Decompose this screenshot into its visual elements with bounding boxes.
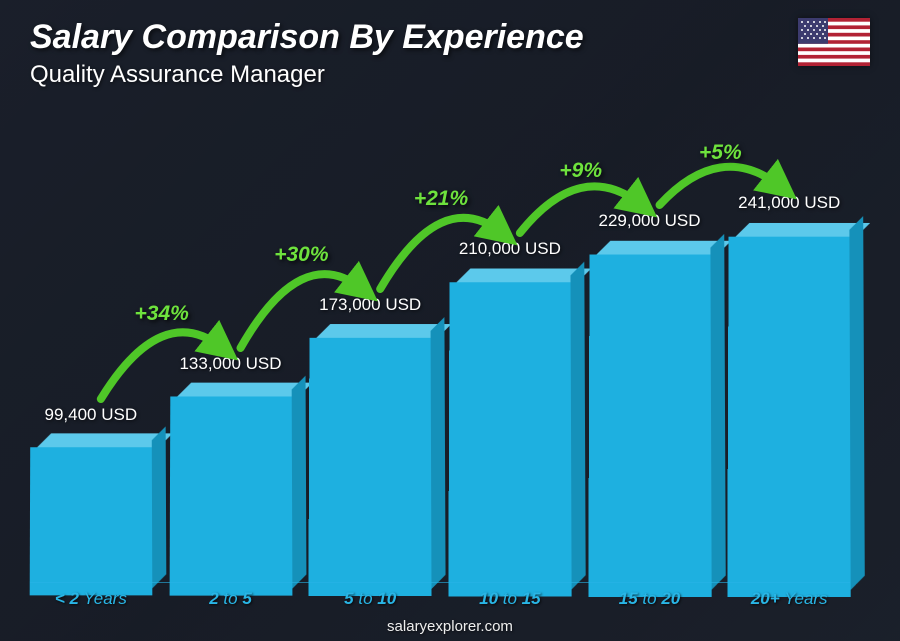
page-subtitle: Quality Assurance Manager — [30, 61, 870, 89]
increase-arc-label: +34% — [135, 302, 189, 326]
bar — [169, 383, 291, 582]
bar — [309, 324, 432, 582]
bar-slot: 173,000 USD — [309, 295, 431, 581]
page-title: Salary Comparison By Experience — [30, 18, 870, 57]
footer-text: salaryexplorer.com — [387, 618, 513, 635]
xaxis: < 2 Years 2 to 5 5 to 10 10 to 15 15 to 20 20… — [30, 582, 850, 609]
bar-value-label: 99,400 USD — [45, 405, 138, 425]
bar — [30, 433, 152, 581]
bar — [728, 223, 851, 583]
bar-value-label: 133,000 USD — [179, 354, 281, 374]
footer-attribution: salaryexplorer.com — [0, 618, 900, 635]
bar-slot: 241,000 USD — [728, 193, 850, 581]
bar-slot: 99,400 USD — [30, 405, 152, 581]
increase-arc-label: +9% — [559, 159, 602, 183]
bar-value-label: 173,000 USD — [319, 295, 421, 315]
xaxis-label: 20+ Years — [728, 589, 850, 609]
bar-slot: 210,000 USD — [449, 239, 571, 581]
bar-chart: 99,400 USD 133,000 USD 173,000 USD 210,0… — [30, 111, 850, 581]
bar-slot: 133,000 USD — [170, 354, 292, 581]
header: Salary Comparison By Experience Quality … — [30, 18, 870, 89]
xaxis-label: 15 to 20 — [589, 589, 711, 609]
bar-slot: 229,000 USD — [589, 211, 711, 581]
xaxis-label: < 2 Years — [30, 589, 152, 609]
increase-arc-label: +5% — [699, 141, 742, 165]
xaxis-label: 5 to 10 — [309, 589, 431, 609]
bar-value-label: 210,000 USD — [459, 239, 561, 259]
increase-arc-label: +21% — [414, 187, 468, 211]
bar — [448, 269, 571, 583]
bar-value-label: 241,000 USD — [738, 193, 840, 213]
bar — [588, 241, 711, 583]
flag-icon — [798, 18, 870, 66]
bar-value-label: 229,000 USD — [598, 211, 700, 231]
increase-arc-label: +30% — [274, 243, 328, 267]
xaxis-label: 10 to 15 — [449, 589, 571, 609]
xaxis-label: 2 to 5 — [170, 589, 292, 609]
